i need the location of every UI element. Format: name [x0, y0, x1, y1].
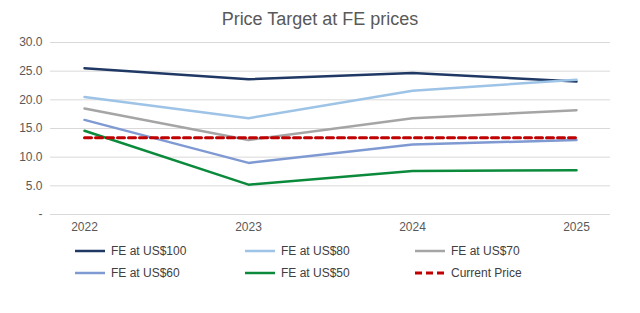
svg-text:25.0: 25.0 — [19, 64, 43, 78]
svg-text:10.0: 10.0 — [19, 150, 43, 164]
svg-text:2024: 2024 — [399, 220, 426, 234]
svg-text:15.0: 15.0 — [19, 121, 43, 135]
html-text:FE at US$70: FE at US$70 — [451, 244, 520, 258]
svg-text:30.0: 30.0 — [19, 35, 43, 49]
html-text:FE at US$50: FE at US$50 — [281, 266, 350, 280]
html-text:FE at US$100: FE at US$100 — [111, 244, 187, 258]
svg-text:2022: 2022 — [71, 220, 98, 234]
svg-text:-: - — [39, 207, 43, 221]
html-text:Price Target at FE prices: Price Target at FE prices — [221, 9, 419, 29]
html-text:FE at US$80: FE at US$80 — [281, 244, 350, 258]
svg-text:20.0: 20.0 — [19, 93, 43, 107]
html-text:Current Price: Current Price — [451, 266, 522, 280]
svg-text:5.0: 5.0 — [26, 179, 43, 193]
svg-text:2025: 2025 — [563, 220, 590, 234]
svg-text:2023: 2023 — [235, 220, 262, 234]
html-text:FE at US$60: FE at US$60 — [111, 266, 180, 280]
